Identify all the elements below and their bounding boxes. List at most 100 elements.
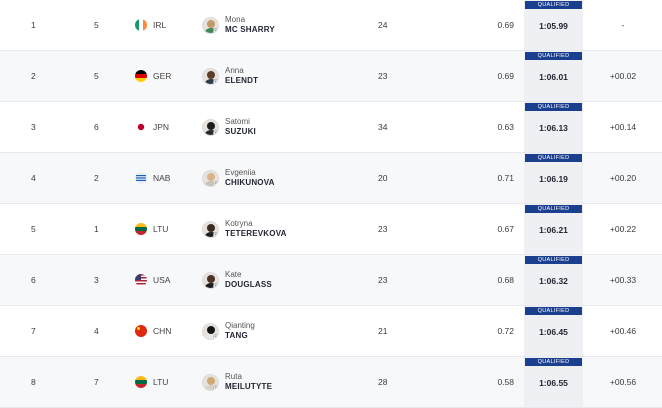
age: 28 — [378, 377, 388, 387]
age: 20 — [378, 173, 388, 183]
age: 34 — [378, 122, 388, 132]
country: LTU — [135, 357, 185, 407]
table-row[interactable]: 8 7 LTU + Ruta MEILUTYTE 28 0.58 QUALIFIE… — [0, 357, 662, 408]
country-code: JPN — [153, 122, 170, 132]
time: 1:06.32 — [539, 276, 568, 286]
avatar: + — [202, 16, 219, 34]
time: 1:06.01 — [539, 72, 568, 82]
rank: 4 — [31, 173, 36, 183]
time-cell: QUALIFIED 1:05.99 — [524, 0, 583, 50]
time: 1:06.13 — [539, 123, 568, 133]
ireland-flag-icon — [135, 19, 147, 31]
time-difference: +00.22 — [609, 224, 637, 234]
china-flag-icon — [135, 325, 147, 337]
athlete[interactable]: + Kotryna TETEREVKOVA — [202, 204, 292, 254]
country: LTU — [135, 204, 185, 254]
country-code: USA — [153, 275, 171, 285]
rank: 3 — [31, 122, 36, 132]
lane: 4 — [94, 326, 99, 336]
time: 1:06.21 — [539, 225, 568, 235]
rank: 5 — [31, 224, 36, 234]
athlete[interactable]: + Evgeniia CHIKUNOVA — [202, 153, 292, 203]
country-code: IRL — [153, 20, 167, 30]
age: 23 — [378, 71, 388, 81]
last-name: MEILUTYTE — [225, 382, 273, 391]
qualified-badge: QUALIFIED — [525, 358, 582, 366]
last-name: ELENDT — [225, 76, 259, 85]
last-name: MC SHARRY — [225, 25, 275, 34]
qualified-badge: QUALIFIED — [525, 154, 582, 162]
table-row[interactable]: 1 5 IRL + Mona MC SHARRY 24 0.69 QUALIFIE… — [0, 0, 662, 51]
reaction-time: 0.67 — [497, 224, 514, 234]
lane: 5 — [94, 71, 99, 81]
reaction-time: 0.69 — [497, 71, 514, 81]
qualified-badge: QUALIFIED — [525, 256, 582, 264]
germany-flag-icon — [135, 70, 147, 82]
reaction-time: 0.69 — [497, 20, 514, 30]
time-cell: QUALIFIED 1:06.01 — [524, 51, 583, 101]
last-name: CHIKUNOVA — [225, 178, 275, 187]
time-difference: +00.46 — [609, 326, 637, 336]
rank: 2 — [31, 71, 36, 81]
time-difference: +00.14 — [609, 122, 637, 132]
rank: 6 — [31, 275, 36, 285]
time-cell: QUALIFIED 1:06.19 — [524, 153, 583, 203]
time-difference: +00.56 — [609, 377, 637, 387]
time-cell: QUALIFIED 1:06.13 — [524, 102, 583, 152]
first-name: Evgeniia — [225, 168, 256, 177]
country-code: GER — [153, 71, 172, 81]
japan-flag-icon — [135, 121, 147, 133]
lane: 7 — [94, 377, 99, 387]
country: JPN — [135, 102, 185, 152]
first-name: Kate — [225, 270, 242, 279]
qualified-badge: QUALIFIED — [525, 205, 582, 213]
table-row[interactable]: 6 3 USA + Kate DOUGLASS 23 0.68 QUALIFIED… — [0, 255, 662, 306]
country-code: LTU — [153, 377, 169, 387]
last-name: TETEREVKOVA — [225, 229, 287, 238]
time-difference: +00.02 — [609, 71, 637, 81]
time-cell: QUALIFIED 1:06.32 — [524, 255, 583, 305]
athlete[interactable]: + Qianting TANG — [202, 306, 292, 356]
last-name: SUZUKI — [225, 127, 256, 136]
athlete[interactable]: + Kate DOUGLASS — [202, 255, 292, 305]
table-row[interactable]: 3 6 JPN + Satomi SUZUKI 34 0.63 QUALIFIED… — [0, 102, 662, 153]
qualified-badge: QUALIFIED — [525, 103, 582, 111]
reaction-time: 0.68 — [497, 275, 514, 285]
age: 24 — [378, 20, 388, 30]
avatar: + — [202, 373, 219, 391]
age: 23 — [378, 224, 388, 234]
country-code: CHN — [153, 326, 172, 336]
country-code: NAB — [153, 173, 171, 183]
country: USA — [135, 255, 185, 305]
time: 1:06.45 — [539, 327, 568, 337]
table-row[interactable]: 4 2 NAB + Evgeniia CHIKUNOVA 20 0.71 QUAL… — [0, 153, 662, 204]
neutral-athletes-flag-icon — [135, 172, 147, 184]
rank: 8 — [31, 377, 36, 387]
avatar: + — [202, 67, 219, 85]
country: CHN — [135, 306, 185, 356]
time-cell: QUALIFIED 1:06.21 — [524, 204, 583, 254]
avatar: + — [202, 220, 219, 238]
athlete[interactable]: + Anna ELENDT — [202, 51, 292, 101]
avatar: + — [202, 118, 219, 136]
reaction-time: 0.72 — [497, 326, 514, 336]
table-row[interactable]: 7 4 CHN + Qianting TANG 21 0.72 QUALIFIED… — [0, 306, 662, 357]
time: 1:05.99 — [539, 21, 568, 31]
country: NAB — [135, 153, 185, 203]
first-name: Anna — [225, 66, 244, 75]
qualified-badge: QUALIFIED — [525, 52, 582, 60]
table-row[interactable]: 5 1 LTU + Kotryna TETEREVKOVA 23 0.67 QUA… — [0, 204, 662, 255]
lane: 3 — [94, 275, 99, 285]
first-name: Satomi — [225, 117, 250, 126]
athlete[interactable]: + Satomi SUZUKI — [202, 102, 292, 152]
athlete[interactable]: + Ruta MEILUTYTE — [202, 357, 292, 407]
table-row[interactable]: 2 5 GER + Anna ELENDT 23 0.69 QUALIFIED 1… — [0, 51, 662, 102]
athlete[interactable]: + Mona MC SHARRY — [202, 0, 292, 50]
last-name: DOUGLASS — [225, 280, 272, 289]
qualified-badge: QUALIFIED — [525, 307, 582, 315]
usa-flag-icon — [135, 274, 147, 286]
time-difference: +00.20 — [609, 173, 637, 183]
first-name: Mona — [225, 15, 246, 24]
lane: 2 — [94, 173, 99, 183]
